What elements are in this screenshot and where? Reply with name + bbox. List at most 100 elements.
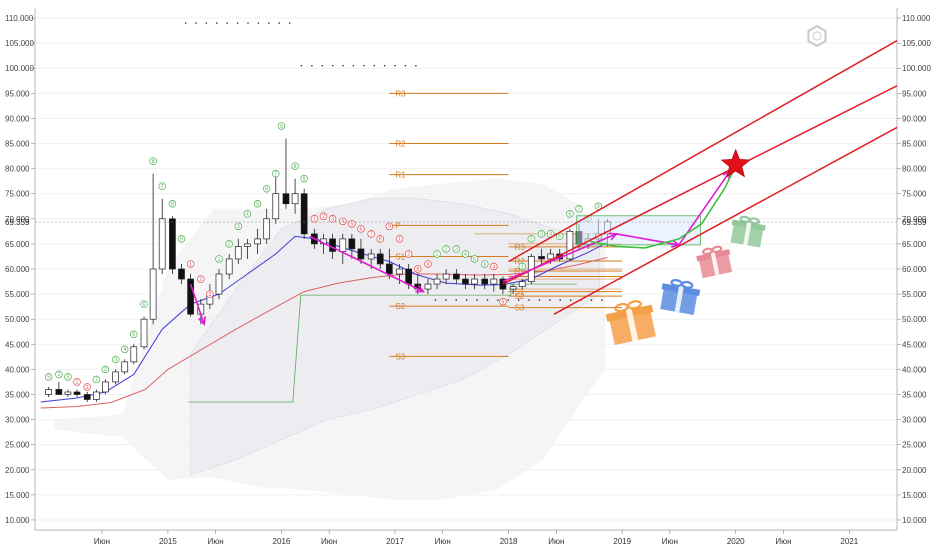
- candle-body: [329, 238, 336, 252]
- pivot-label: R3: [515, 243, 526, 252]
- y-tick-label-left: 45.000: [5, 340, 30, 349]
- td-count-label: 6: [360, 227, 363, 233]
- td-count-label: 5: [132, 332, 135, 338]
- channel-line: [553, 126, 898, 315]
- td-count-label: 4: [492, 264, 495, 270]
- red-moving-average: [40, 257, 608, 409]
- y-tick-label-right: 110.000: [902, 14, 931, 23]
- y-tick-label-right: 45.000: [902, 340, 927, 349]
- td-count-circle: [101, 365, 110, 374]
- td-count-circle: [149, 157, 157, 165]
- td-count-circle: [253, 200, 262, 208]
- td-count-circle: [225, 240, 233, 248]
- td-count-label: 2: [228, 242, 231, 248]
- candle-body: [442, 273, 450, 280]
- y-tick-label-right: 95.000: [902, 89, 927, 98]
- td-count-label: 1: [313, 217, 316, 223]
- td-count-label: 4: [341, 219, 344, 225]
- td-count-label: 2: [530, 237, 533, 243]
- td-count-circle: [64, 373, 72, 381]
- td-count-circle: [111, 355, 120, 364]
- x-tick-label: 2015: [159, 537, 177, 546]
- candle-body: [234, 246, 242, 260]
- td-count-label: 4: [549, 232, 552, 238]
- x-tick-label: Июн: [662, 537, 678, 546]
- td-count-circle: [452, 245, 461, 253]
- td-count-circle: [262, 184, 271, 193]
- y-tick-label-right: 60.000: [902, 265, 927, 274]
- drawings: [189, 39, 898, 326]
- gift-bow-left: [701, 247, 714, 255]
- y-tick-label-right: 25.000: [902, 441, 927, 450]
- y-tick-label-left: 55.000: [5, 290, 30, 299]
- candle-body: [45, 389, 52, 395]
- pivot-label: S3: [395, 352, 405, 361]
- td-count-circle: [92, 375, 101, 384]
- td-count-circle: [73, 378, 81, 386]
- y-tick-label-left: 15.000: [5, 491, 30, 500]
- y-tick-label-right: 75.000: [902, 190, 927, 199]
- last-price-label-left: 69.359: [5, 218, 30, 227]
- y-tick-label-left: 10.000: [5, 516, 30, 525]
- td-count-label: 1: [95, 377, 98, 383]
- td-count-circle: [537, 230, 546, 238]
- y-tick-label-right: 35.000: [902, 390, 927, 399]
- td-count-label: 5: [473, 257, 476, 263]
- gift-ribbon: [625, 308, 639, 342]
- td-count-circle: [527, 235, 536, 243]
- x-tick-label: Июн: [94, 537, 110, 546]
- candle-body: [92, 391, 100, 400]
- candle-body: [149, 268, 157, 320]
- y-tick-label-right: 50.000: [902, 315, 927, 324]
- td-count-circle: [186, 260, 195, 268]
- td-count-circle: [404, 250, 413, 258]
- td-count-label: 6: [502, 299, 505, 305]
- y-tick-label-right: 105.000: [902, 39, 931, 48]
- y-tick-label-right: 100.000: [902, 64, 931, 73]
- y-tick-label-left: 30.000: [5, 416, 30, 425]
- gift-bow-right: [627, 300, 642, 310]
- td-count-label: 8: [152, 159, 155, 165]
- y-tick-label-right: 10.000: [902, 516, 927, 525]
- projection-box: [576, 215, 701, 246]
- y-tick-label-left: 60.000: [5, 265, 30, 274]
- td-count-circle: [490, 262, 498, 271]
- candle-body: [566, 231, 574, 260]
- td-count-label: 9: [280, 124, 283, 130]
- td-count-circle: [168, 200, 177, 208]
- y-tick-label-right: 15.000: [902, 491, 927, 500]
- y-tick-label-left: 20.000: [5, 466, 30, 475]
- td-count-label: 2: [104, 367, 107, 373]
- gift-bow-right: [748, 217, 760, 225]
- td-count-label: 5: [350, 222, 353, 228]
- y-tick-label-right: 80.000: [902, 165, 927, 174]
- x-tick-label: Июн: [548, 537, 564, 546]
- gift-icons: [605, 215, 766, 346]
- td-count-label: 3: [331, 217, 334, 223]
- candle-body: [102, 381, 109, 393]
- candle-body: [282, 193, 290, 205]
- x-tick-label: Июн: [321, 537, 337, 546]
- td-count-circle: [376, 235, 385, 243]
- y-tick-label-left: 75.000: [5, 190, 30, 199]
- last-price-marker: 69.359 69.359: [5, 218, 927, 227]
- td-count-label: 7: [578, 207, 581, 213]
- td-count-circle: [130, 330, 138, 339]
- td-count-circle: [158, 182, 166, 190]
- target-star-icon: [720, 148, 751, 178]
- td-count-label: 5: [558, 234, 561, 240]
- td-count-label: 1: [436, 252, 439, 258]
- x-tick-label: 2018: [500, 537, 518, 546]
- td-count-label: 7: [370, 232, 373, 238]
- td-count-label: 9: [597, 204, 600, 210]
- x-tick-label: Июн: [435, 537, 451, 546]
- td-count-label: 4: [246, 212, 249, 218]
- td-count-circle: [518, 262, 526, 271]
- candle-body: [339, 238, 347, 252]
- td-count-circle: [206, 290, 214, 298]
- gift-box-icon: [660, 279, 701, 315]
- td-count-circle: [272, 169, 280, 178]
- td-count-circle: [566, 210, 574, 218]
